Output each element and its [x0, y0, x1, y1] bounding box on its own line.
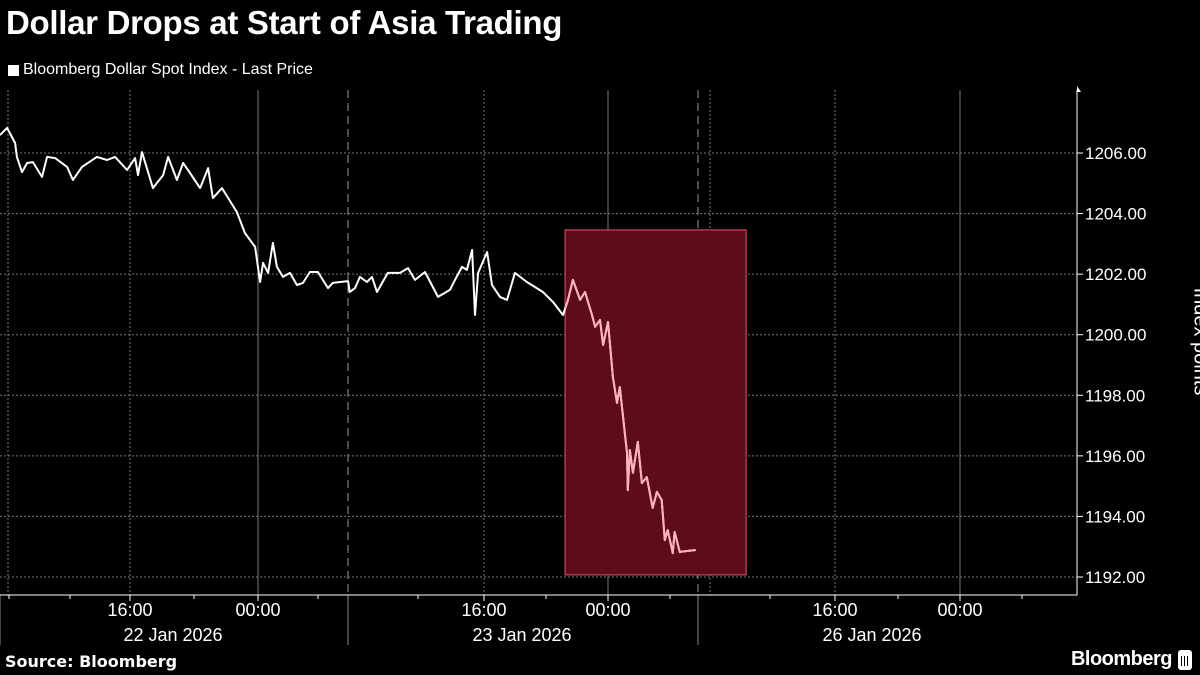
y-axis-label: Index points	[1189, 287, 1200, 396]
x-tick-label: 00:00	[585, 600, 630, 620]
x-tick-label: 16:00	[461, 600, 506, 620]
series-line-highlighted	[565, 278, 696, 555]
legend-label: Bloomberg Dollar Spot Index - Last Price	[23, 61, 313, 78]
bloomberg-logo: Bloomberg	[1071, 648, 1192, 671]
logo-text: Bloomberg	[1070, 648, 1173, 670]
y-tick-label: 1200.00	[1085, 326, 1146, 345]
y-axis-arrow-icon	[1077, 86, 1081, 92]
y-tick-label: 1196.00	[1085, 447, 1145, 466]
x-tick-label: 00:00	[235, 600, 280, 620]
legend: Bloomberg Dollar Spot Index - Last Price	[8, 61, 313, 79]
highlight-region	[564, 229, 747, 576]
y-tick-label: 1204.00	[1085, 205, 1146, 224]
date-label: 26 Jan 2026	[822, 625, 921, 645]
legend-swatch	[8, 64, 19, 76]
y-tick-label: 1194.00	[1085, 507, 1145, 526]
date-label: 23 Jan 2026	[472, 625, 571, 645]
date-label: 22 Jan 2026	[123, 625, 222, 645]
y-tick-label: 1198.00	[1085, 386, 1145, 405]
y-tick-label: 1206.00	[1085, 144, 1146, 163]
x-tick-label: 00:00	[937, 600, 982, 620]
y-tick-label: 1202.00	[1085, 265, 1146, 284]
y-tick-label: 1192.00	[1085, 568, 1145, 587]
chart-title: Dollar Drops at Start of Asia Trading	[6, 4, 563, 41]
source-note: Source: Bloomberg	[5, 652, 178, 671]
bloomberg-mark-icon	[1178, 649, 1192, 670]
x-tick-label: 16:00	[107, 600, 152, 620]
x-tick-label: 16:00	[812, 600, 857, 620]
